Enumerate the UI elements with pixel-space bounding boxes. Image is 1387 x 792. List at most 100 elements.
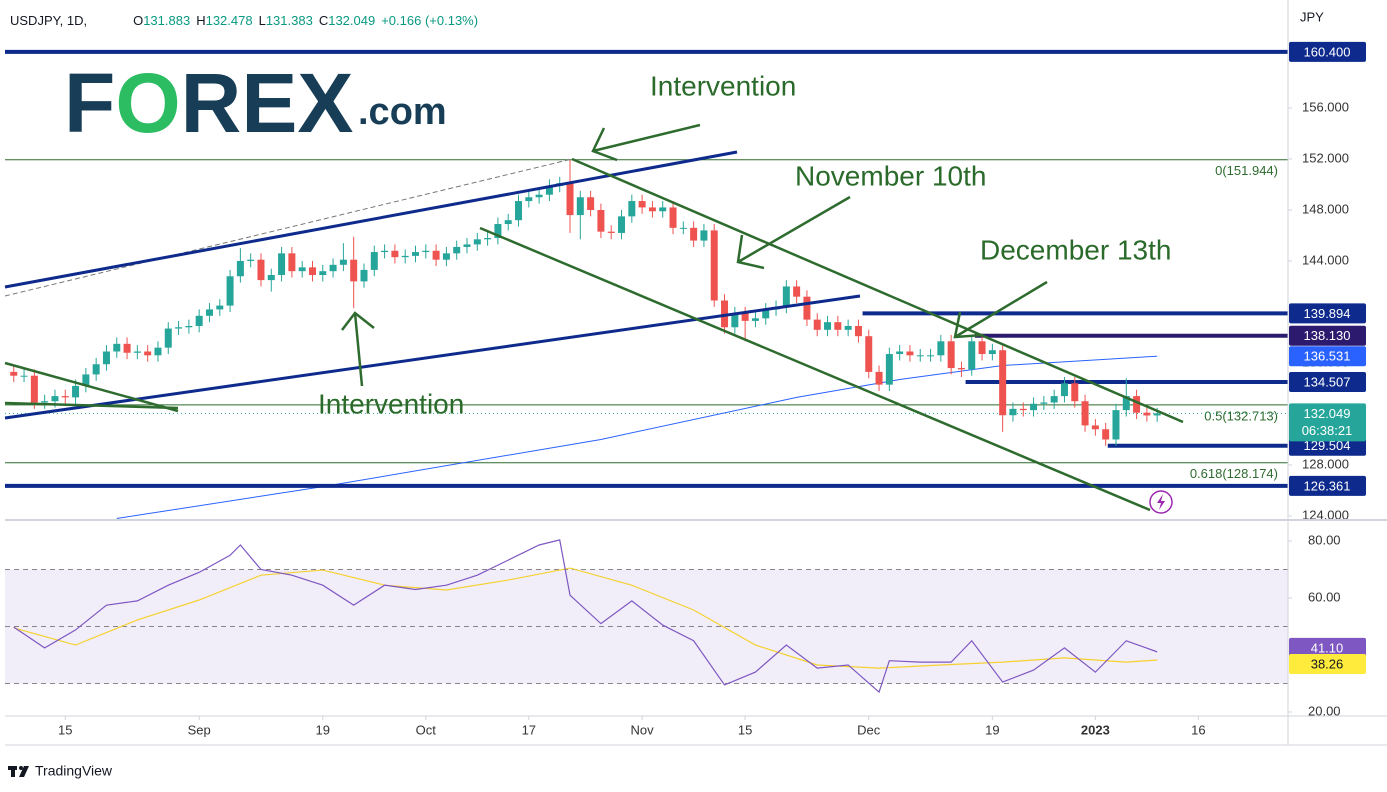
candle-body xyxy=(525,197,533,202)
level-label: 129.504 xyxy=(1304,438,1351,453)
wedge-upper xyxy=(4,361,179,413)
level-label: 139.894 xyxy=(1304,306,1351,321)
candle-body xyxy=(278,253,286,276)
y-tick-label: 20.00 xyxy=(1308,703,1341,718)
candle-body xyxy=(782,286,790,307)
x-tick-label: 19 xyxy=(316,722,330,737)
x-tick-label: 15 xyxy=(58,722,72,737)
ohlc-key: H xyxy=(196,13,205,28)
candle-body xyxy=(515,201,523,221)
candle-body xyxy=(545,185,553,195)
ohlc-value: 131.883 xyxy=(143,13,190,28)
candle-body xyxy=(422,250,430,253)
ma-label: 136.531 xyxy=(1304,349,1351,364)
candle-body xyxy=(813,319,821,330)
candle-body xyxy=(226,276,234,306)
wedge-lower xyxy=(4,401,179,410)
candle-body xyxy=(381,250,389,253)
level-label-bg xyxy=(1289,475,1366,496)
candle-body xyxy=(51,396,59,402)
candle-body xyxy=(442,253,450,260)
candle-body xyxy=(927,355,935,357)
candle-body xyxy=(1071,383,1079,402)
tv-logo-part xyxy=(19,766,23,770)
logo-text: FOREX xyxy=(64,56,353,150)
x-tick-label: Sep xyxy=(188,722,211,737)
candle-body xyxy=(587,197,595,210)
candle-body xyxy=(916,355,924,357)
candle-body xyxy=(195,315,203,326)
candle-body xyxy=(1102,429,1110,440)
candle-body xyxy=(885,354,893,385)
candle-body xyxy=(1060,383,1068,397)
down-channel-lower xyxy=(479,226,1151,512)
candle-body xyxy=(92,364,100,375)
currency: JPY xyxy=(1300,9,1324,24)
candle-body xyxy=(175,327,183,329)
fib-label: 0.5(132.713) xyxy=(1204,408,1278,423)
logo-o: O xyxy=(115,56,180,150)
candle-body xyxy=(247,259,255,261)
rsi-line xyxy=(13,539,1158,694)
change: +0.166 (+0.13%) xyxy=(381,13,478,28)
header: USDJPY, 1D, O131.883 H132.478 L131.383 C132.… xyxy=(10,13,478,28)
candle-body xyxy=(1040,402,1048,404)
candle-body xyxy=(432,250,440,260)
candle-body xyxy=(844,325,852,330)
candle-body xyxy=(144,351,152,356)
level-label-bg xyxy=(1289,325,1366,346)
candle-body xyxy=(1122,396,1130,411)
ohlc-value: 132.478 xyxy=(206,13,253,28)
candle-body xyxy=(133,351,141,353)
candle-body xyxy=(700,230,708,241)
ohlc-key: C xyxy=(319,13,328,28)
x-tick-label: Oct xyxy=(416,722,437,737)
candle-body xyxy=(628,201,636,217)
y-tick-label: 80.00 xyxy=(1308,532,1341,547)
candle-body xyxy=(453,246,461,254)
candle-body xyxy=(618,216,626,233)
candle-body xyxy=(236,260,244,277)
candle-body xyxy=(30,375,38,403)
candle-body xyxy=(597,209,605,232)
arrow-nov10 xyxy=(736,195,851,270)
channel-upper xyxy=(4,150,738,289)
candle-body xyxy=(896,351,904,355)
arrow-intervention-top xyxy=(591,123,701,162)
candle-body xyxy=(1019,408,1027,411)
candle-body xyxy=(679,227,687,229)
candle-body xyxy=(504,220,512,225)
x-tick-label: 17 xyxy=(522,722,536,737)
candle-body xyxy=(710,230,718,301)
candle-body xyxy=(731,313,739,328)
candle-body xyxy=(370,252,378,270)
footer-logo xyxy=(8,766,29,777)
candle-body xyxy=(875,371,883,385)
level-label-bg xyxy=(1289,41,1366,62)
candle-body xyxy=(205,309,213,316)
ohlc-key: O xyxy=(133,13,143,28)
candle-body xyxy=(113,343,121,352)
candle-body xyxy=(10,371,18,376)
candle-body xyxy=(999,350,1007,416)
x-tick-label: 16 xyxy=(1191,722,1205,737)
candle-body xyxy=(669,207,677,228)
fib-label: 0(151.944) xyxy=(1215,163,1278,178)
logo-f: F xyxy=(64,56,115,150)
ohlc-key: L xyxy=(259,13,266,28)
last-price-bg xyxy=(1289,403,1366,442)
fib-label: 0.618(128.174) xyxy=(1190,466,1278,481)
x-tick-label: 2023 xyxy=(1081,722,1110,737)
candle-body xyxy=(154,347,162,356)
candle-body xyxy=(257,259,265,281)
candle-body xyxy=(1091,425,1099,430)
annotation: Intervention xyxy=(318,388,464,419)
arrow-intervention-bottom xyxy=(341,311,375,387)
candle-body xyxy=(957,368,965,370)
candle-body xyxy=(751,318,759,321)
candle-body xyxy=(1112,410,1120,440)
candle-body xyxy=(308,267,316,276)
candle-body xyxy=(1030,403,1038,411)
